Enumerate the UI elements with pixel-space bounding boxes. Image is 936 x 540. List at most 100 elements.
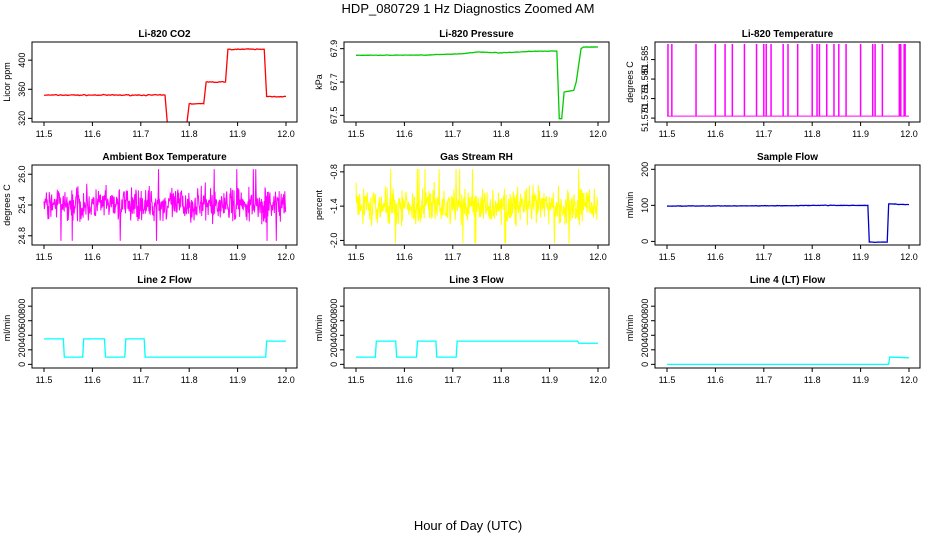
series-line xyxy=(44,338,286,358)
y-axis-label: degrees C xyxy=(625,61,635,103)
panel-title: Li-820 Temperature xyxy=(742,29,834,40)
x-tick-label: 12.0 xyxy=(589,375,607,385)
x-tick-label: 11.6 xyxy=(396,375,413,385)
y-tick-label: 26.0 xyxy=(17,165,27,183)
x-tick-label: 11.6 xyxy=(84,129,101,139)
x-tick-label: 12.0 xyxy=(277,129,295,139)
series-line xyxy=(355,46,599,120)
x-tick-label: 11.8 xyxy=(493,129,510,139)
x-tick-label: 12.0 xyxy=(589,252,607,262)
y-tick-label: 24.8 xyxy=(17,227,27,245)
x-tick-label: 11.8 xyxy=(181,129,198,139)
y-tick-label: 400 xyxy=(329,328,339,343)
x-tick-label: 11.9 xyxy=(852,129,869,139)
x-tick-label: 11.7 xyxy=(444,252,461,262)
panel-6: Line 2 Flow ml/min 11.5 11.6 11.7 11.8 11.9 12.… xyxy=(2,275,298,385)
x-tick-label: 12.0 xyxy=(589,129,607,139)
y-axis-label: percent xyxy=(314,189,324,220)
panel-title: Line 4 (LT) Flow xyxy=(750,275,826,286)
x-tick-label: 11.7 xyxy=(444,375,461,385)
x-tick-label: 11.8 xyxy=(804,375,821,385)
x-tick-label: 11.8 xyxy=(493,375,510,385)
panel-7: Line 3 Flow ml/min 11.5 11.6 11.7 11.8 11.9 12.… xyxy=(314,275,610,385)
y-tick-label: 67.7 xyxy=(329,73,339,91)
series-line xyxy=(667,203,910,244)
y-tick-label: 600 xyxy=(640,313,650,328)
x-tick-label: 11.7 xyxy=(755,129,772,139)
y-tick-label: 0 xyxy=(640,239,650,244)
x-tick-label: 11.5 xyxy=(36,375,53,385)
x-tick-label: 11.5 xyxy=(348,375,365,385)
x-tick-label: 12.0 xyxy=(277,252,295,262)
x-tick-label: 11.5 xyxy=(36,129,53,139)
y-tick-label: 800 xyxy=(17,299,27,314)
x-tick-label: 11.8 xyxy=(804,129,821,139)
y-tick-label: 25.4 xyxy=(17,196,27,214)
plot-frame xyxy=(654,41,921,123)
x-tick-label: 11.6 xyxy=(707,129,724,139)
figure-title: HDP_080729 1 Hz Diagnostics Zoomed AM xyxy=(341,1,595,16)
y-axis-label: ml/min xyxy=(2,315,12,342)
panel-3: Ambient Box Temperature degrees C 11.5 11.6… xyxy=(2,152,298,262)
y-tick-label: 67.5 xyxy=(329,107,339,125)
x-tick-label: 11.9 xyxy=(541,375,558,385)
series-line xyxy=(356,340,598,358)
x-tick-label: 11.5 xyxy=(348,129,365,139)
y-tick-label: 0 xyxy=(329,362,339,367)
x-tick-label: 11.9 xyxy=(852,375,869,385)
x-tick-label: 11.9 xyxy=(852,252,869,262)
y-tick-label: 51.585 xyxy=(640,46,650,74)
y-tick-label: 200 xyxy=(17,342,27,357)
y-tick-label: 100 xyxy=(640,198,650,213)
y-tick-label: 51.570 xyxy=(640,104,650,132)
y-axis-label: ml/min xyxy=(314,315,324,342)
y-tick-label: 200 xyxy=(329,342,339,357)
y-tick-label: -0.8 xyxy=(329,164,339,180)
x-tick-label: 11.5 xyxy=(659,129,676,139)
x-tick-label: 11.9 xyxy=(541,129,558,139)
x-tick-label: 12.0 xyxy=(277,375,295,385)
x-tick-label: 11.6 xyxy=(396,252,413,262)
series-line xyxy=(667,356,910,366)
y-tick-label: 200 xyxy=(640,162,650,177)
x-tick-label: 11.8 xyxy=(493,252,510,262)
y-tick-label: 51.575 xyxy=(640,85,650,113)
x-tick-label: 11.5 xyxy=(348,252,365,262)
y-tick-label: 400 xyxy=(17,53,27,68)
y-tick-label: 400 xyxy=(17,328,27,343)
y-tick-label: 800 xyxy=(640,299,650,314)
y-tick-label: 800 xyxy=(329,299,339,314)
y-tick-label: 600 xyxy=(329,313,339,328)
panel-5: Sample Flow ml/min 11.5 11.6 11.7 11.8 11.9 12.… xyxy=(625,152,921,262)
x-tick-label: 11.8 xyxy=(181,252,198,262)
y-axis-label: ml/min xyxy=(625,192,635,219)
series-line xyxy=(43,48,287,122)
y-tick-label: 600 xyxy=(17,313,27,328)
panel-8: Line 4 (LT) Flow ml/min 11.5 11.6 11.7 11.8 11… xyxy=(625,275,921,385)
y-axis-label: degrees C xyxy=(2,184,12,226)
y-tick-label: -2.0 xyxy=(329,233,339,249)
plot-frame xyxy=(343,164,610,246)
x-tick-label: 11.7 xyxy=(132,252,149,262)
y-tick-label: 400 xyxy=(640,328,650,343)
plot-frame xyxy=(654,164,921,246)
x-tick-label: 11.7 xyxy=(132,129,149,139)
panel-title: Sample Flow xyxy=(757,152,818,163)
x-tick-label: 11.6 xyxy=(84,375,101,385)
x-tick-label: 11.8 xyxy=(804,252,821,262)
panel-title: Gas Stream RH xyxy=(440,152,513,163)
x-tick-label: 11.7 xyxy=(755,375,772,385)
x-tick-label: 12.0 xyxy=(900,375,918,385)
y-axis-label: Licor ppm xyxy=(2,62,12,102)
y-tick-label: 320 xyxy=(17,111,27,126)
x-tick-label: 11.6 xyxy=(84,252,101,262)
panel-title: Line 2 Flow xyxy=(137,275,192,286)
plot-frame xyxy=(343,41,610,123)
x-tick-label: 12.0 xyxy=(900,252,918,262)
x-tick-label: 11.9 xyxy=(229,252,246,262)
plot-frame xyxy=(31,41,298,123)
y-tick-label: 360 xyxy=(17,82,27,97)
panel-0: Li-820 CO2 Licor ppm 11.5 11.6 11.7 11.8 11.9 1… xyxy=(2,29,298,139)
x-tick-label: 11.6 xyxy=(707,252,724,262)
y-tick-label: 0 xyxy=(17,362,27,367)
